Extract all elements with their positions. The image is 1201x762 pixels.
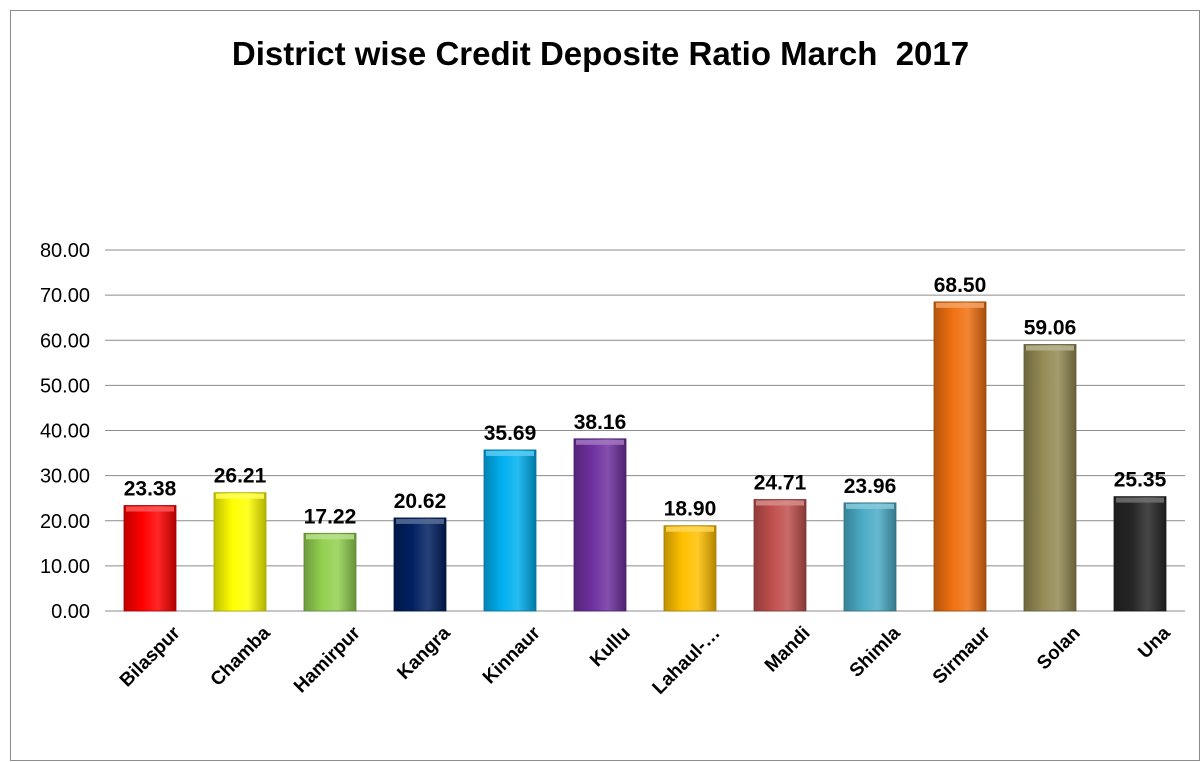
x-tick-label: Kangra [393,622,454,683]
y-tick-label: 80.00 [40,240,90,262]
data-label: 18.90 [664,498,717,521]
y-axis-ticks: 0.00 10.00 20.00 30.00 40.00 50.00 60.00 70.00 8… [40,240,90,623]
data-label: 23.38 [124,477,177,500]
bar-bevel [486,450,534,456]
bar [933,301,987,612]
data-label: 24.71 [754,471,807,494]
x-tick-label: Shimla [846,622,905,681]
x-tick-label: Chamba [207,622,275,690]
data-label: 35.69 [484,422,537,445]
bar-bevel [936,302,984,308]
bar [753,499,807,612]
y-tick-label: 20.00 [40,511,90,533]
y-tick-label: 50.00 [40,375,90,397]
data-label: 68.50 [934,274,987,297]
data-label: 59.06 [1024,316,1077,339]
bar [123,505,177,612]
gridlines [105,249,1185,612]
bar [843,502,897,612]
x-tick-label: Una [1134,622,1175,663]
bar-bevel [576,439,624,445]
data-label: 26.21 [214,465,267,488]
y-tick-label: 60.00 [40,330,90,352]
y-tick-label: 30.00 [40,466,90,488]
bars [123,301,1167,612]
bar [573,438,627,612]
data-label: 23.96 [844,475,897,498]
bar [303,532,357,612]
x-tick-label: Solan [1033,623,1084,674]
data-label: 38.16 [574,411,627,434]
x-tick-label: Mandi [761,623,815,677]
x-tick-label: Hamirpur [290,622,365,697]
bar [483,449,537,612]
y-tick-label: 70.00 [40,285,90,307]
data-label: 20.62 [394,490,447,513]
x-tick-label: Lahaul-… [649,623,725,699]
bar [663,525,717,612]
x-tick-label: Kullu [586,623,634,671]
y-tick-label: 10.00 [40,556,90,578]
bar [393,517,447,612]
y-tick-label: 40.00 [40,421,90,443]
bar-bevel [846,503,894,509]
bar-bevel [126,506,174,512]
bar-bevel [1116,497,1164,503]
bar-bevel [756,500,804,506]
bar-bevel [396,518,444,524]
bar-bevel [216,493,264,499]
x-tick-label: Kinnaur [479,622,545,688]
data-labels: 23.38 26.21 17.22 20.62 35.69 38.16 18.90 24.71… [124,274,1167,528]
data-label: 17.22 [304,505,357,528]
bar [213,492,267,612]
bar-bevel [306,534,354,540]
bar [1023,344,1077,612]
chart-title: District wise Credit Deposite Ratio Marc… [231,35,970,72]
category-labels: Bilaspur Chamba Hamirpur Kangra Kinnaur Kullu… [116,622,1175,698]
data-label: 25.35 [1114,469,1167,492]
x-tick-label: Sirmaur [929,622,995,688]
bar [1113,496,1167,612]
bar-bevel [666,526,714,532]
x-tick-label: Bilaspur [116,622,185,691]
y-tick-label: 0.00 [51,601,90,623]
bar-bevel [1026,345,1074,351]
